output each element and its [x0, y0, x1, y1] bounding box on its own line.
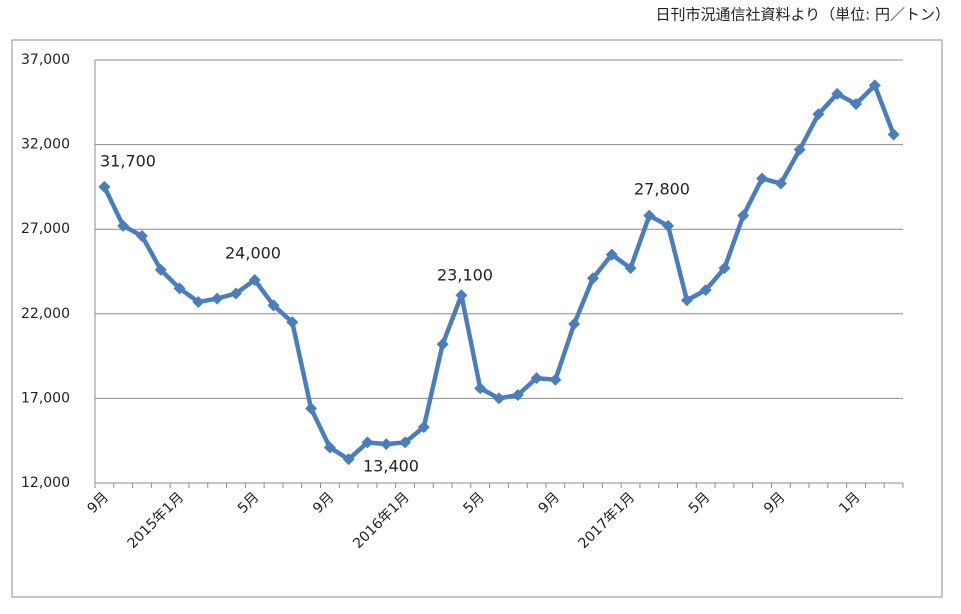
marker [98, 180, 111, 193]
marker [718, 262, 731, 275]
annotation: 24,000 [225, 244, 281, 263]
source-note: 日刊市況通信社資料より（単位: 円／トン） [655, 6, 950, 24]
y-tick-label: 17,000 [21, 390, 70, 406]
marker [192, 295, 205, 308]
marker [455, 289, 468, 302]
marker [624, 262, 637, 275]
annotation: 27,800 [634, 180, 690, 199]
annotation: 23,100 [437, 266, 493, 285]
marker [831, 87, 844, 100]
marker [154, 263, 167, 276]
marker [211, 292, 224, 305]
marker [605, 248, 618, 261]
marker [117, 219, 130, 232]
y-tick-label: 32,000 [21, 137, 70, 153]
marker [417, 421, 430, 434]
marker [436, 338, 449, 351]
marker [135, 229, 148, 242]
marker [399, 436, 412, 449]
marker [267, 299, 280, 312]
marker [549, 373, 562, 386]
marker [737, 209, 750, 222]
marker [568, 317, 581, 330]
marker [493, 392, 505, 405]
marker [380, 438, 393, 451]
y-tick-label: 27,000 [21, 221, 70, 237]
y-tick-label: 22,000 [21, 306, 70, 322]
marker [361, 436, 374, 449]
y-tick-label: 12,000 [21, 475, 70, 491]
marker [812, 108, 825, 121]
marker [173, 282, 186, 295]
marker [662, 219, 675, 232]
marker [248, 273, 261, 286]
marker [586, 272, 599, 285]
marker [286, 316, 299, 329]
y-tick-label: 37,000 [21, 52, 70, 68]
chart-frame [11, 39, 943, 598]
marker [643, 209, 656, 222]
marker [793, 143, 806, 156]
marker [756, 172, 769, 185]
marker [229, 287, 242, 300]
marker [511, 389, 524, 402]
marker [774, 177, 787, 190]
marker [887, 128, 900, 141]
marker [699, 284, 712, 297]
marker [868, 79, 881, 92]
annotation: 31,700 [100, 152, 156, 171]
annotation: 13,400 [363, 457, 419, 476]
marker [474, 382, 487, 395]
marker [680, 294, 693, 307]
marker [342, 453, 355, 466]
marker [323, 441, 336, 454]
marker [530, 372, 543, 385]
marker [850, 97, 863, 110]
marker [305, 402, 318, 415]
